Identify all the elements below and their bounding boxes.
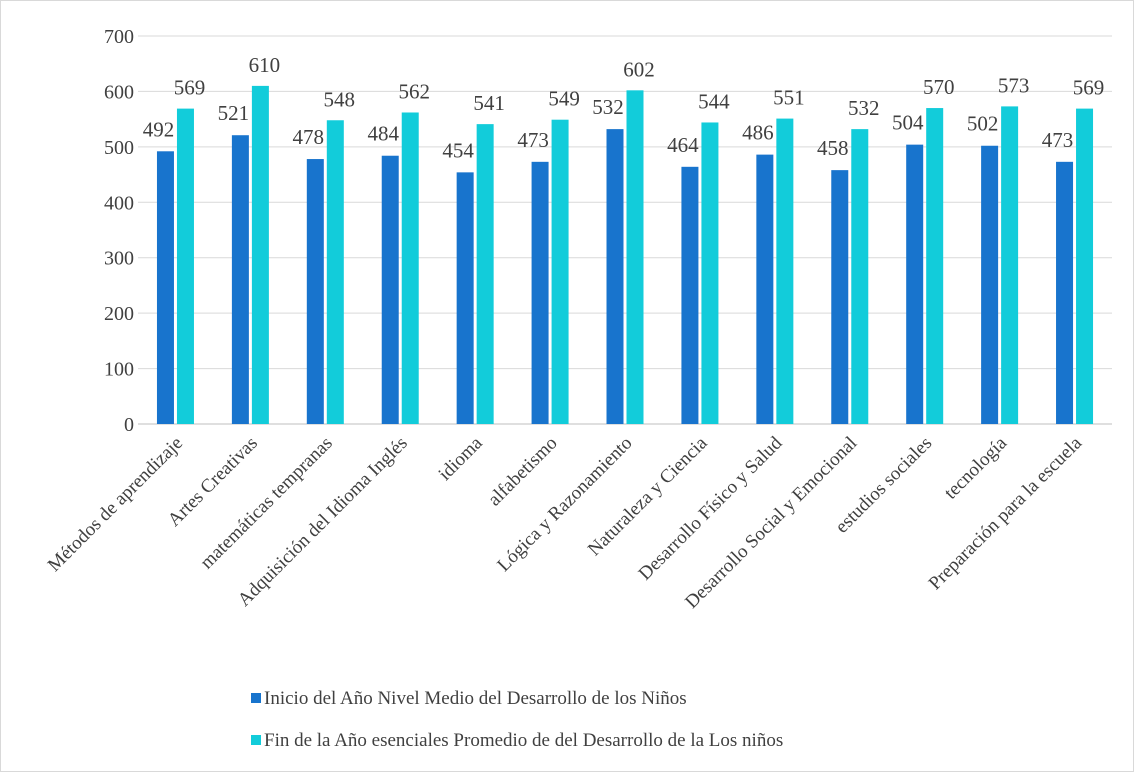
x-tick-label: tecnología: [940, 432, 1011, 503]
data-label: 532: [592, 95, 624, 119]
bar-series-1: [831, 170, 849, 424]
bars: [156, 85, 1094, 425]
bar-series-2: [401, 112, 419, 425]
data-label: 548: [324, 87, 356, 111]
y-tick-label: 100: [104, 359, 134, 381]
data-label: 504: [892, 111, 924, 135]
x-tick-label: idioma: [435, 432, 488, 485]
data-label: 541: [473, 91, 505, 115]
data-label: 562: [398, 79, 430, 103]
bar-series-1: [156, 151, 174, 424]
legend: Inicio del Año Nivel Medio del Desarroll…: [251, 688, 783, 751]
data-label: 569: [174, 76, 206, 100]
x-tick-label: Preparación para la escuela: [925, 432, 1087, 594]
bar-series-1: [1056, 161, 1074, 424]
data-labels: 492 569 521 610 478 548 484 562 454 541 473 549 532 6…: [143, 53, 1105, 162]
y-tick-label: 700: [104, 26, 134, 48]
bar-series-2: [251, 85, 269, 424]
bar-series-1: [681, 166, 699, 424]
x-tick-label: Métodos de aprendizaje: [44, 433, 187, 576]
legend-swatch: [251, 735, 261, 745]
bar-series-1: [756, 154, 774, 425]
bar-series-2: [926, 108, 944, 425]
y-tick-label: 300: [104, 248, 134, 270]
data-label: 549: [548, 87, 580, 111]
legend-label: Fin de la Año esenciales Promedio de del…: [264, 730, 783, 751]
data-label: 454: [442, 138, 474, 162]
gridlines: [138, 35, 1112, 425]
data-label: 602: [623, 57, 655, 81]
bar-series-2: [1001, 106, 1019, 424]
data-label: 478: [293, 125, 325, 149]
bar-series-2: [1076, 108, 1094, 425]
legend-swatch: [251, 693, 261, 703]
data-label: 473: [1042, 128, 1074, 152]
bar-series-1: [606, 129, 624, 424]
bar-series-1: [306, 159, 324, 424]
data-label: 573: [998, 73, 1030, 97]
bar-series-1: [906, 144, 924, 424]
data-label: 464: [667, 133, 699, 157]
bar-series-2: [701, 122, 719, 425]
data-label: 551: [773, 86, 805, 110]
bar-series-1: [456, 172, 474, 424]
y-tick-label: 500: [104, 137, 134, 159]
data-label: 570: [923, 75, 955, 99]
data-label: 569: [1073, 76, 1105, 100]
y-tick-label: 0: [124, 414, 134, 436]
data-label: 484: [367, 122, 399, 146]
y-tick-label: 200: [104, 303, 134, 325]
data-label: 521: [218, 101, 250, 125]
bar-series-1: [981, 145, 999, 424]
data-label: 492: [143, 117, 175, 141]
data-label: 544: [698, 89, 730, 113]
data-label: 486: [742, 121, 774, 145]
bar-series-2: [551, 119, 569, 424]
bar-series-2: [176, 108, 194, 425]
data-label: 532: [848, 96, 880, 120]
x-tick-label: Desarrollo Físico y Salud: [635, 432, 787, 584]
y-axis: 0 100 200 300 400 500 600 700: [104, 26, 134, 436]
x-tick-label: Lógica y Razonamiento: [493, 433, 636, 576]
bar-series-2: [851, 129, 869, 424]
bar-series-1: [381, 155, 399, 424]
x-tick-label: matemáticas tempranas: [196, 433, 337, 574]
data-label: 458: [817, 136, 849, 160]
bar-series-2: [476, 124, 494, 424]
bar-series-2: [326, 120, 344, 424]
bar-series-2: [776, 118, 794, 425]
y-tick-label: 400: [104, 192, 134, 214]
data-label: 610: [249, 53, 281, 77]
legend-label: Inicio del Año Nivel Medio del Desarroll…: [264, 688, 687, 709]
bar-series-1: [231, 135, 249, 424]
bar-series-1: [531, 161, 549, 424]
bar-series-2: [626, 90, 644, 424]
y-tick-label: 600: [104, 81, 134, 103]
data-label: 502: [967, 112, 999, 136]
x-tick-label: alfabetismo: [484, 433, 562, 511]
data-label: 473: [517, 128, 549, 152]
